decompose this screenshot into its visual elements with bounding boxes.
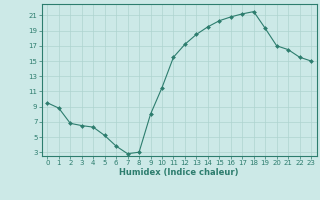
X-axis label: Humidex (Indice chaleur): Humidex (Indice chaleur) (119, 168, 239, 177)
